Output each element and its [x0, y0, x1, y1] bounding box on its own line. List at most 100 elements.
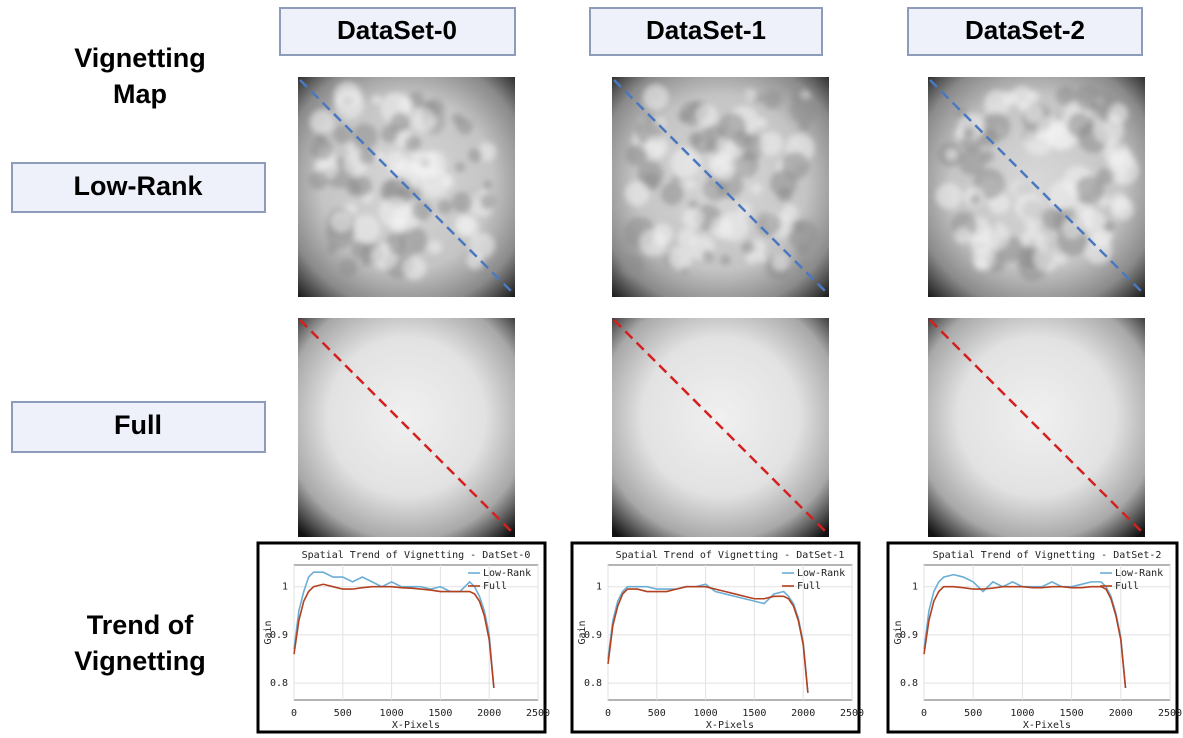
diagonal — [299, 79, 513, 293]
texture-blob — [1015, 193, 1043, 221]
chart: 0 500 1000 1500 2000 2500 0.8 0.9 1 Spatial Trend… — [256, 541, 550, 734]
chart-title: Spatial Trend of Vignetting - DatSet-0 — [302, 550, 531, 561]
texture-blob — [621, 254, 645, 278]
texture-blob — [720, 254, 731, 266]
texture-blob — [338, 258, 358, 277]
texture-blob — [1111, 197, 1134, 221]
texture-blob — [451, 192, 473, 213]
series-line — [923, 585, 1127, 689]
header-box — [279, 7, 516, 56]
legend-label: Low-Rank — [1115, 568, 1163, 579]
x-tick-label: 500 — [964, 708, 982, 719]
x-tick-label: 2500 — [1158, 708, 1182, 719]
texture-blob — [351, 123, 378, 150]
texture-blob — [1084, 219, 1094, 229]
texture-blob — [749, 239, 767, 256]
x-tick-label: 1000 — [1010, 708, 1034, 719]
texture-blob — [799, 120, 811, 132]
texture-blob — [411, 188, 422, 200]
texture-blob — [346, 143, 356, 153]
texture-blob — [1055, 85, 1076, 106]
texture-blob — [477, 142, 497, 162]
texture-blob — [945, 148, 958, 161]
legend-label: Full — [1115, 581, 1139, 592]
texture-blob — [962, 128, 974, 139]
texture-blob — [1048, 180, 1079, 211]
texture-blob — [796, 244, 811, 259]
texture-blob — [469, 232, 496, 259]
y-tick-label: 0.8 — [900, 678, 918, 689]
texture-blob — [422, 152, 438, 168]
texture-blob — [645, 135, 669, 159]
y-tick-label: 0.9 — [270, 630, 288, 641]
row-box — [11, 162, 266, 213]
texture-blob — [1103, 230, 1114, 240]
texture-blob — [756, 117, 768, 129]
texture-blob — [1084, 236, 1113, 265]
chart: 0 500 1000 1500 2000 2500 0.8 0.9 1 Spatial Trend… — [570, 541, 864, 734]
texture-blob — [314, 132, 326, 144]
texture-blob — [743, 89, 757, 102]
x-tick-label: 1000 — [380, 708, 404, 719]
header: DataSet-0 — [337, 15, 457, 45]
texture-blob — [1056, 254, 1067, 265]
legend-label: Low-Rank — [483, 568, 531, 579]
diagonal — [929, 319, 1143, 533]
row-label: Full — [114, 410, 162, 440]
texture — [308, 81, 497, 280]
texture-blob — [402, 256, 427, 280]
texture-blob — [625, 144, 648, 167]
texture-blob — [682, 207, 704, 229]
x-tick-label: 2000 — [1109, 708, 1133, 719]
series-line — [607, 585, 809, 693]
diagonal — [613, 319, 827, 533]
y-axis-label: Gain — [263, 620, 274, 644]
row-label: Trend of — [87, 610, 195, 640]
texture-blob — [1033, 245, 1059, 272]
x-tick-label: 1500 — [1060, 708, 1084, 719]
legend-label: Full — [483, 581, 507, 592]
x-tick-label: 2000 — [791, 708, 815, 719]
diagonal — [299, 319, 513, 533]
texture-blob — [326, 244, 337, 255]
x-axis-label: X-Pixels — [1023, 720, 1071, 731]
x-tick-label: 2000 — [477, 708, 501, 719]
texture-blob — [468, 148, 483, 163]
texture-blob — [371, 95, 382, 105]
texture-blob — [741, 241, 755, 255]
texture-blob — [1075, 84, 1102, 112]
texture-blob — [670, 147, 701, 178]
texture-blob — [972, 247, 995, 271]
texture-blob — [480, 193, 497, 210]
texture-blob — [1103, 221, 1115, 233]
y-tick-label: 0.9 — [900, 630, 918, 641]
texture-blob — [1037, 115, 1063, 142]
x-tick-label: 1000 — [694, 708, 718, 719]
legend-label: Full — [797, 581, 821, 592]
texture-blob — [958, 148, 986, 176]
texture-blob — [440, 174, 455, 188]
texture-blob — [790, 95, 819, 124]
texture-blob — [781, 151, 810, 180]
header: DataSet-1 — [646, 15, 766, 45]
x-tick-label: 0 — [291, 708, 297, 719]
texture-blob — [310, 137, 333, 161]
texture-blob — [1073, 201, 1094, 222]
chart-title: Spatial Trend of Vignetting - DatSet-2 — [933, 550, 1162, 561]
texture-blob — [691, 131, 714, 154]
x-tick-label: 1500 — [428, 708, 452, 719]
texture-blob — [332, 124, 352, 144]
texture-blob — [771, 253, 790, 271]
row-label: Map — [113, 79, 167, 109]
legend-label: Low-Rank — [797, 568, 845, 579]
texture-blob — [1117, 171, 1126, 181]
texture-blob — [1074, 175, 1105, 206]
texture-blob — [935, 182, 963, 210]
texture-blob — [660, 182, 684, 206]
texture-blob — [671, 174, 681, 185]
texture — [621, 84, 819, 281]
texture-blob — [1103, 140, 1129, 166]
texture-blob — [982, 112, 1011, 141]
texture-blob — [456, 118, 474, 135]
